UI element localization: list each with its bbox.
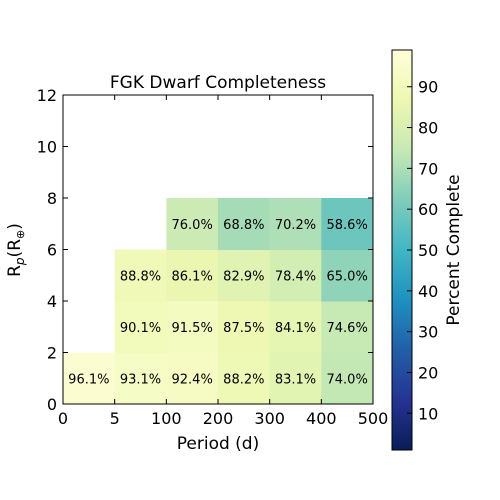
heatmap-cell [321, 301, 374, 353]
x-tick-label: 5 [110, 409, 120, 428]
cell-value-label: 88.2% [223, 372, 264, 387]
cell-value-label: 82.9% [223, 269, 264, 284]
heatmap-cell [166, 301, 219, 353]
heatmap-cell [269, 352, 322, 405]
y-tick-label: 12 [37, 86, 57, 105]
colorbar-tick-label: 60 [418, 200, 438, 219]
colorbar-tick-label: 50 [418, 241, 438, 260]
heatmap-cell [218, 352, 271, 405]
heatmap-cell [269, 301, 322, 353]
heatmap-cell [166, 249, 219, 302]
heatmap-cell [114, 249, 167, 302]
y-tick-label: 4 [47, 292, 57, 311]
y-axis-label-sub: p [13, 257, 27, 266]
cell-value-label: 88.8% [120, 269, 161, 284]
chart-title: FGK Dwarf Completeness [110, 73, 326, 93]
y-ticks: 0 2 4 6 8 10 12 [37, 86, 373, 414]
y-tick-label: 8 [47, 189, 57, 208]
heatmap-cell [269, 198, 322, 250]
cell-value-label: 90.1% [120, 321, 161, 336]
heatmap-cell [218, 301, 271, 353]
heatmap-cell [218, 249, 271, 302]
heatmap-cells [63, 198, 374, 405]
heatmap-cell [321, 352, 374, 405]
y-tick-label: 10 [37, 138, 57, 157]
cell-value-label: 76.0% [172, 218, 213, 233]
cell-value-label: 87.5% [223, 321, 264, 336]
x-axis-label: Period (d) [177, 434, 259, 454]
cell-value-label: 78.4% [275, 269, 316, 284]
cell-value-label: 84.1% [275, 321, 316, 336]
cell-value-label: 83.1% [275, 372, 316, 387]
cell-labels: 96.1% 93.1% 92.4% 88.2% 83.1% 74.0% 90.1% 91.5%… [68, 218, 368, 388]
heatmap-cell [218, 198, 271, 250]
colorbar-tick-label: 20 [418, 363, 438, 382]
heatmap-cell [114, 352, 167, 405]
heatmap-cell [114, 301, 167, 353]
colorbar-label: Percent Complete [444, 174, 464, 325]
x-tick-label: 200 [203, 409, 234, 428]
y-axis-label-main: R [5, 265, 25, 277]
colorbar-ticks: 10 20 30 40 50 60 70 80 90 [407, 78, 438, 423]
x-tick-label: 500 [358, 409, 389, 428]
colorbar-tick-label: 70 [418, 159, 438, 178]
x-tick-label: 400 [306, 409, 337, 428]
heatmap-cell [166, 198, 219, 250]
x-tick-label: 0 [58, 409, 68, 428]
x-ticks: 0 5 100 200 300 400 500 [58, 95, 388, 428]
cell-value-label: 68.8% [223, 218, 264, 233]
y-axis-label: Rp(R⊕) [5, 223, 27, 277]
heatmap-cell [321, 198, 374, 250]
colorbar-tick-label: 40 [418, 282, 438, 301]
cell-value-label: 65.0% [327, 269, 368, 284]
cell-value-label: 74.0% [327, 372, 368, 387]
colorbar-tick-label: 90 [418, 78, 438, 97]
cell-value-label: 58.6% [327, 218, 368, 233]
cell-value-label: 91.5% [172, 321, 213, 336]
cell-value-label: 93.1% [120, 372, 161, 387]
y-axis-label-paren: (R [5, 239, 25, 258]
y-tick-label: 2 [47, 344, 57, 363]
cell-value-label: 70.2% [275, 218, 316, 233]
colorbar-tick-label: 30 [418, 323, 438, 342]
x-tick-label: 300 [254, 409, 285, 428]
heatmap-cell [166, 352, 219, 405]
y-tick-label: 0 [47, 395, 57, 414]
heatmap-cell [321, 249, 374, 302]
cell-value-label: 86.1% [172, 269, 213, 284]
heatmap-cell [63, 352, 116, 405]
x-tick-label: 100 [151, 409, 182, 428]
cell-value-label: 74.6% [327, 321, 368, 336]
colorbar-tick-label: 10 [418, 404, 438, 423]
heatmap-cell [269, 249, 322, 302]
colorbar-tick-label: 80 [418, 119, 438, 138]
y-axis-label-close: ) [5, 223, 25, 230]
y-axis-label-sym: ⊕ [14, 230, 27, 239]
y-tick-label: 6 [47, 241, 57, 260]
cell-value-label: 96.1% [68, 372, 109, 387]
cell-value-label: 92.4% [172, 372, 213, 387]
